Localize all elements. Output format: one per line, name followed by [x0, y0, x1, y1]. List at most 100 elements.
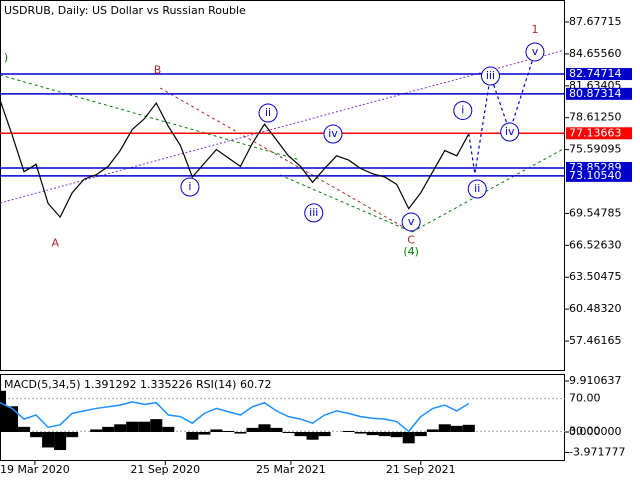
wave-label: iii: [486, 69, 495, 82]
macd-bar: [234, 432, 247, 434]
level-label: 77.13663: [569, 126, 622, 139]
level-tag: [566, 68, 632, 81]
wave-label: ): [4, 51, 8, 64]
rsi-tick-label: 30.00: [569, 424, 601, 437]
macd-bar: [102, 426, 115, 433]
wave-label: C: [407, 233, 415, 246]
level-tag: [566, 87, 632, 100]
y-tick-label: 66.52630: [569, 238, 622, 251]
macd-bar: [402, 432, 415, 444]
x-tick-label: 21 Sep 2021: [386, 463, 456, 476]
x-tick-label: 25 Mar 2021: [256, 463, 326, 476]
macd-tick-label: 0.000000: [569, 425, 622, 438]
macd-bar: [198, 432, 211, 435]
macd-bar: [354, 432, 367, 434]
trend-line: [0, 49, 566, 204]
trend-line: [279, 174, 413, 233]
wave-label: v: [408, 215, 415, 228]
wave-label: B: [154, 63, 162, 76]
wave-circle: [453, 100, 473, 120]
macd-bar: [366, 432, 379, 436]
chart-title: USDRUB, Daily: US Dollar vs Russian Roub…: [4, 4, 246, 17]
level-label: 80.87314: [569, 87, 622, 100]
y-tick-label: 57.46165: [569, 334, 622, 347]
wave-label: A: [52, 236, 60, 249]
level-tag: [566, 169, 632, 182]
macd-bar: [294, 432, 307, 437]
macd-bar: [318, 432, 331, 437]
macd-bar: [342, 430, 355, 433]
macd-bar: [210, 429, 223, 433]
macd-bar: [438, 424, 451, 433]
macd-bar: [66, 432, 79, 438]
macd-bar: [6, 406, 19, 433]
macd-bar: [390, 432, 403, 438]
macd-bar: [270, 427, 283, 433]
macd-bar: [414, 432, 427, 437]
macd-bar: [54, 432, 67, 451]
wave-label: 1: [531, 23, 538, 36]
macd-bar: [42, 432, 55, 448]
y-tick-label: 87.67715: [569, 15, 622, 28]
macd-bar: [462, 424, 475, 433]
wave-circle: [525, 42, 545, 62]
price-frame: [0, 0, 565, 371]
wave-label: iii: [309, 206, 318, 219]
macd-bar: [162, 426, 175, 433]
x-tick-label: 19 Mar 2020: [0, 463, 70, 476]
y-tick-label: 60.48320: [569, 302, 622, 315]
trend-line: [159, 87, 413, 233]
wave-label: v: [532, 45, 539, 58]
price-line: [0, 99, 470, 219]
rsi-line: [0, 401, 470, 433]
wave-label: i: [188, 180, 191, 193]
level-label: 73.10540: [569, 169, 622, 182]
macd-bar: [258, 424, 271, 433]
macd-bar: [0, 390, 7, 433]
wave-circle: [480, 66, 500, 86]
wave-circle: [467, 179, 487, 199]
wave-label: iv: [505, 125, 515, 138]
macd-bar: [114, 424, 127, 433]
rsi-tick-label: 70.00: [569, 392, 601, 405]
macd-tick-label: -3.971777: [569, 445, 625, 458]
trend-line: [411, 147, 566, 233]
wave-label: ii: [474, 182, 480, 195]
wave-circle: [180, 177, 200, 197]
wave-circle: [500, 122, 520, 142]
y-tick-label: 78.61250: [569, 111, 622, 124]
macd-bar: [450, 425, 463, 433]
level-tag: [566, 127, 632, 140]
wave-label: iv: [328, 127, 338, 140]
wave-label: i: [461, 103, 464, 116]
macd-bar: [90, 429, 103, 433]
wave-label: (4): [403, 245, 419, 258]
y-tick-label: 63.50475: [569, 270, 622, 283]
macd-bar: [306, 432, 319, 440]
macd-bar: [30, 432, 43, 438]
wave-circle: [401, 212, 421, 232]
x-tick-label: 21 Sep 2020: [130, 463, 200, 476]
indicator-title: MACD(5,34,5) 1.391292 1.335226 RSI(14) 6…: [4, 378, 271, 391]
y-tick-label: 84.65560: [569, 47, 622, 60]
trend-line: [0, 74, 301, 161]
y-tick-label: 75.59095: [569, 143, 622, 156]
macd-bar: [378, 432, 391, 437]
macd-bar: [222, 430, 235, 433]
wave-circle: [258, 103, 278, 123]
macd-bar: [426, 429, 439, 433]
wave-label: ii: [265, 106, 271, 119]
macd-bar: [126, 421, 139, 433]
macd-tick-label: 9.910637: [569, 374, 622, 387]
wave-circle: [323, 124, 343, 144]
level-label: 82.74714: [569, 67, 622, 80]
wave-circle: [304, 203, 324, 223]
price-line: [468, 52, 536, 174]
macd-bar: [282, 432, 295, 434]
y-tick-label: 69.54785: [569, 206, 622, 219]
macd-bar: [246, 427, 259, 433]
macd-bar: [18, 426, 31, 433]
macd-bar: [186, 432, 199, 440]
macd-bar: [150, 419, 163, 433]
